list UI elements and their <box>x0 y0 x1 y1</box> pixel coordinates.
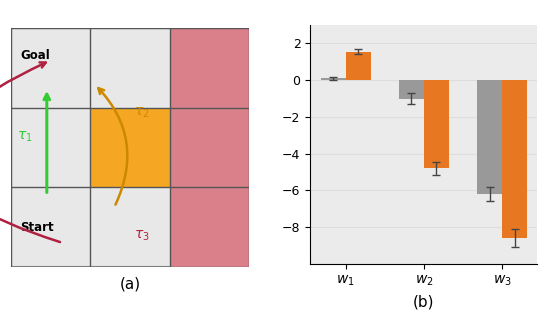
Bar <box>424 80 449 168</box>
Text: (b): (b) <box>413 295 434 310</box>
Bar <box>170 29 249 267</box>
Bar <box>477 80 502 194</box>
Text: (a): (a) <box>120 277 141 292</box>
Text: Start: Start <box>20 221 54 234</box>
Bar <box>399 80 424 99</box>
Text: $\tau_1$: $\tau_1$ <box>17 130 33 144</box>
Bar <box>90 108 170 187</box>
Text: $\tau_2$: $\tau_2$ <box>134 106 150 120</box>
Bar <box>346 52 371 80</box>
Bar <box>502 80 527 238</box>
Bar <box>321 78 346 80</box>
Text: $\tau_3$: $\tau_3$ <box>134 229 150 243</box>
Text: Goal: Goal <box>20 49 50 62</box>
